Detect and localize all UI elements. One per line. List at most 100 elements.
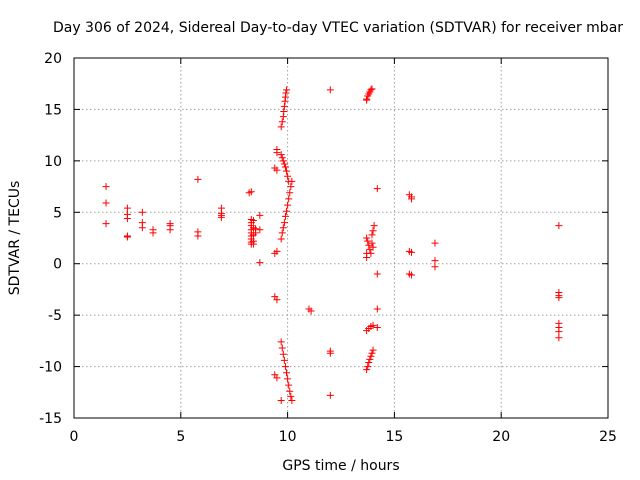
data-point [283,86,291,94]
data-point [555,222,563,230]
data-point [256,226,264,234]
data-point [373,323,381,331]
data-point [373,305,381,313]
data-point [280,219,288,227]
data-point [555,294,563,302]
data-point [278,154,286,162]
data-point [283,207,291,215]
data-point [555,328,563,336]
data-point [273,296,281,304]
data-point [277,235,285,243]
data-point [280,107,288,115]
data-point [407,195,415,203]
data-point [368,231,376,239]
y-tick-label: 0 [53,257,62,273]
data-point [284,201,292,209]
data-point [277,338,285,346]
data-point [373,270,381,278]
data-point [363,366,371,374]
data-point [278,229,286,237]
data-point [256,211,264,219]
y-axis-label: SDTVAR / TECUs [7,181,23,296]
data-point [102,199,110,207]
data-points [102,85,563,405]
plot-frame [73,57,609,419]
data-point [281,163,289,171]
x-tick-label: 0 [70,429,79,445]
data-point [123,204,131,212]
data-point [284,375,292,383]
data-point [279,350,287,358]
data-point [281,212,289,220]
data-point [285,381,293,389]
y-tick-label: -15 [39,411,62,427]
data-point [280,160,288,168]
data-point [364,363,372,371]
data-point [367,352,375,360]
data-point [286,387,294,395]
data-point [277,397,285,405]
data-point [373,185,381,193]
data-point [123,214,131,222]
data-point [363,96,371,104]
data-point [431,263,439,271]
data-point [280,356,288,364]
data-point [102,183,110,191]
data-point [279,157,287,165]
x-tick-label: 5 [176,429,185,445]
data-point [279,224,287,232]
data-point [287,183,295,191]
data-point [326,391,334,399]
x-axis-label: GPS time / hours [282,458,399,474]
data-point [283,167,291,175]
chart-title: Day 306 of 2024, Sidereal Day-to-day VTE… [53,20,623,36]
data-point [368,239,376,247]
data-point [256,259,264,267]
data-point [281,363,289,371]
y-tick-label: -5 [48,308,62,324]
data-point [283,369,291,377]
data-point [249,240,257,248]
data-point [288,177,296,185]
data-point [369,321,377,329]
data-point [288,397,296,405]
data-point [363,249,371,257]
data-point [278,118,286,126]
data-point [273,149,281,157]
data-point [166,226,174,234]
data-point [431,239,439,247]
y-tick-label: -10 [39,360,62,376]
data-point [249,217,257,225]
data-point [286,189,294,197]
y-tick-label: 5 [53,205,62,221]
data-point [277,123,285,131]
data-point [273,374,281,382]
data-point [273,166,281,174]
grid-lines [74,58,608,418]
data-point [138,208,146,216]
data-point [277,151,285,159]
x-tick-label: 15 [385,429,403,445]
data-point [369,243,377,251]
axis-ticks: 0 5 10 15 20 25 -15 -10 -5 0 5 10 15 20 [39,51,617,445]
data-point [280,102,288,110]
data-point [285,195,293,203]
data-point [363,234,371,242]
data-point [407,271,415,279]
y-tick-label: 20 [44,51,62,67]
data-point [194,232,202,240]
data-point [284,172,292,180]
data-point [287,392,295,400]
data-point [431,257,439,265]
data-point [366,355,374,363]
data-point [252,229,260,237]
data-point [326,86,334,94]
data-point [273,247,281,255]
data-point [370,222,378,230]
data-point [278,344,286,352]
y-tick-label: 15 [44,102,62,118]
data-point [247,188,255,196]
data-point [282,89,290,97]
data-point [367,86,375,94]
